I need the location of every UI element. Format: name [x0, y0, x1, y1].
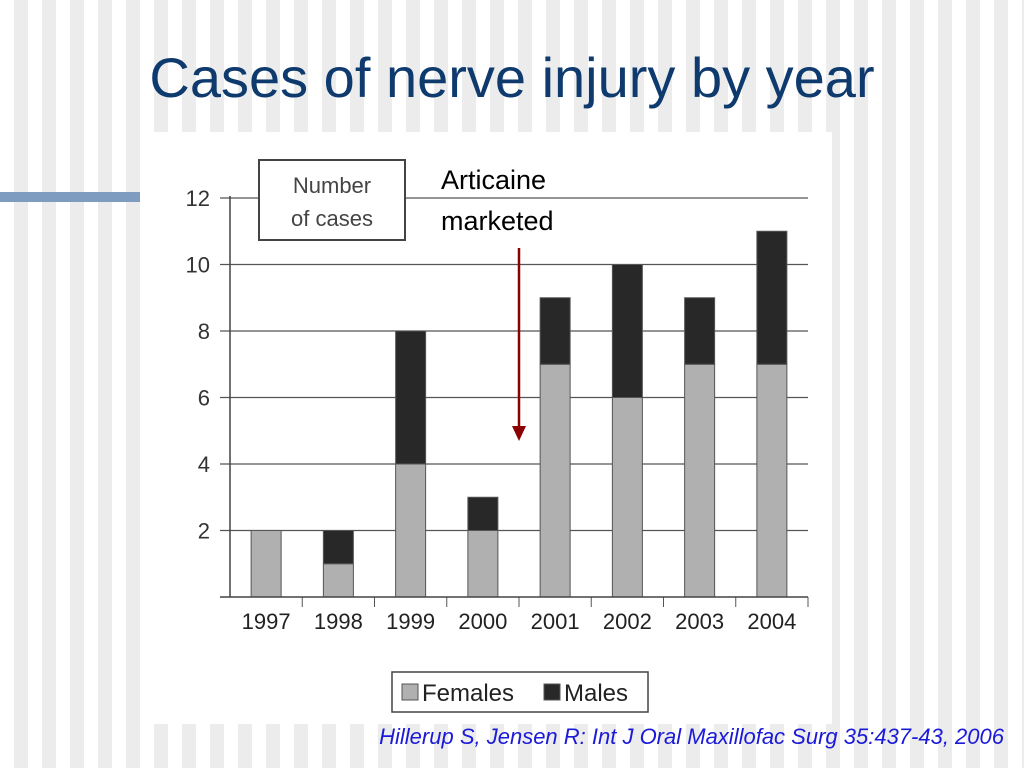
- bar-males-2002: [611, 264, 643, 398]
- accent-bar: [0, 192, 140, 202]
- bar-females-1998: [322, 563, 354, 598]
- legend-label-females: Females: [422, 680, 514, 707]
- grid-lines: [220, 197, 808, 532]
- x-tick-label: 2004: [747, 609, 796, 634]
- x-tick-labels: 1997 1998 1999 2000 2001 2002 2003 2004: [242, 597, 809, 634]
- axes: [220, 196, 808, 598]
- bars: [250, 230, 788, 598]
- x-tick-label: 2003: [675, 609, 724, 634]
- y-tick-label: 10: [186, 253, 210, 278]
- bar-males-1999: [395, 330, 427, 465]
- y-tick-label: 8: [198, 319, 210, 344]
- bar-males-2003: [684, 297, 716, 365]
- bar-females-2003: [684, 363, 716, 598]
- citation: Hillerup S, Jensen R: Int J Oral Maxillo…: [379, 724, 1004, 749]
- bar-females-1997: [250, 530, 282, 598]
- x-tick-label: 2002: [603, 609, 652, 634]
- legend-box: [391, 671, 649, 713]
- bar-females-2001: [539, 363, 571, 598]
- bar-males-2001: [539, 297, 571, 365]
- x-tick-label: 1997: [242, 609, 291, 634]
- legend-label-males: Males: [564, 680, 628, 707]
- annotation-text-line2: marketed: [441, 206, 554, 236]
- bar-males-2004: [756, 230, 788, 365]
- bar-females-2002: [611, 397, 643, 598]
- x-tick-label: 2000: [458, 609, 507, 634]
- legend-swatch-males: [543, 683, 561, 701]
- y-axis-label-line2: of cases: [291, 206, 373, 231]
- annotation-arrow-head: [512, 426, 526, 441]
- legend: Females Males: [391, 671, 649, 713]
- y-axis-label-box: Number of cases: [258, 159, 406, 241]
- y-tick-labels: 2 4 6 8 10 12: [186, 186, 210, 544]
- bar-females-2000: [467, 530, 499, 598]
- y-tick-label: 12: [186, 186, 210, 211]
- slide-title: Cases of nerve injury by year: [149, 46, 875, 109]
- x-tick-label: 1999: [386, 609, 435, 634]
- bar-females-2004: [756, 363, 788, 598]
- bar-males-2000: [467, 496, 499, 531]
- annotation: Articaine marketed: [441, 165, 554, 441]
- x-tick-label: 1998: [314, 609, 363, 634]
- bar-males-1998: [322, 530, 354, 565]
- stacked-bar-chart: 2 4 6 8 10 12 1997 1998 1999 2000 2001 2002 2003 200…: [186, 159, 809, 713]
- y-tick-label: 2: [198, 519, 210, 544]
- y-axis-label-line1: Number: [293, 173, 371, 198]
- chart-panel: 2 4 6 8 10 12 1997 1998 1999 2000 2001 2002 2003 200…: [140, 132, 832, 724]
- bar-females-1999: [395, 463, 427, 598]
- y-tick-label: 6: [198, 386, 210, 411]
- legend-swatch-females: [401, 683, 419, 701]
- x-tick-label: 2001: [531, 609, 580, 634]
- annotation-text-line1: Articaine: [441, 165, 546, 195]
- y-tick-label: 4: [198, 452, 210, 477]
